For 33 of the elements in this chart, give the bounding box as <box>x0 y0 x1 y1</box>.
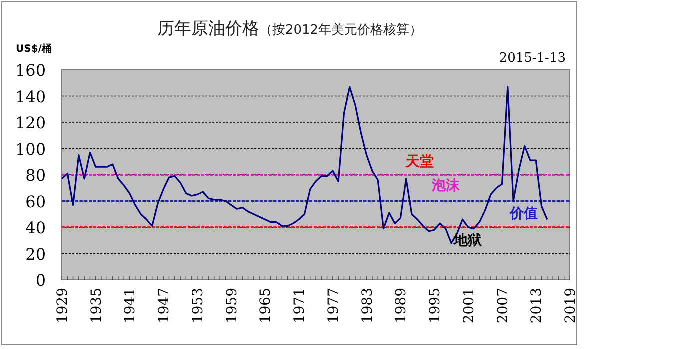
y-tick-label: 100 <box>15 140 46 159</box>
x-tick-label: 1959 <box>224 288 240 324</box>
x-tick-label: 2013 <box>529 288 546 324</box>
x-tick-label: 2001 <box>461 288 478 324</box>
y-tick-label: 80 <box>26 166 46 185</box>
y-tick-label: 0 <box>36 271 46 290</box>
y-tick-label: 60 <box>26 192 46 212</box>
annotation: 天堂 <box>405 154 434 170</box>
x-tick-label: 1989 <box>394 288 410 324</box>
annotation: 价值 <box>509 206 538 222</box>
x-tick-label: 1935 <box>88 288 105 324</box>
x-tick-label: 1977 <box>326 288 342 324</box>
y-tick-label: 120 <box>15 114 46 132</box>
y-tick-label: 160 <box>15 61 46 80</box>
chart-subtitle: （按2012年美元价格核算） <box>259 22 423 38</box>
y-tick-label: 40 <box>26 218 46 238</box>
x-tick-label: 1965 <box>258 288 274 324</box>
chart-title: 历年原油价格 <box>157 19 260 39</box>
y-tick-label: 140 <box>15 87 46 106</box>
x-tick-label: 1995 <box>428 288 444 324</box>
x-tick-label: 1971 <box>292 288 308 324</box>
text: 2015-1-13 <box>499 51 566 66</box>
annotation: 泡沫 <box>431 178 461 194</box>
x-tick-label: 1947 <box>156 288 173 324</box>
y-axis-title: US$/桶 <box>16 43 52 55</box>
x-tick-label: 1941 <box>122 288 139 324</box>
x-tick-label: 1983 <box>360 288 376 324</box>
x-tick-label: 1953 <box>190 288 206 324</box>
x-tick-label: 1929 <box>55 288 71 324</box>
y-tick-label: 20 <box>26 244 46 264</box>
x-tick-label: 2019 <box>563 288 579 324</box>
annotation: 地狱 <box>453 233 483 249</box>
x-tick-label: 2007 <box>495 288 512 324</box>
